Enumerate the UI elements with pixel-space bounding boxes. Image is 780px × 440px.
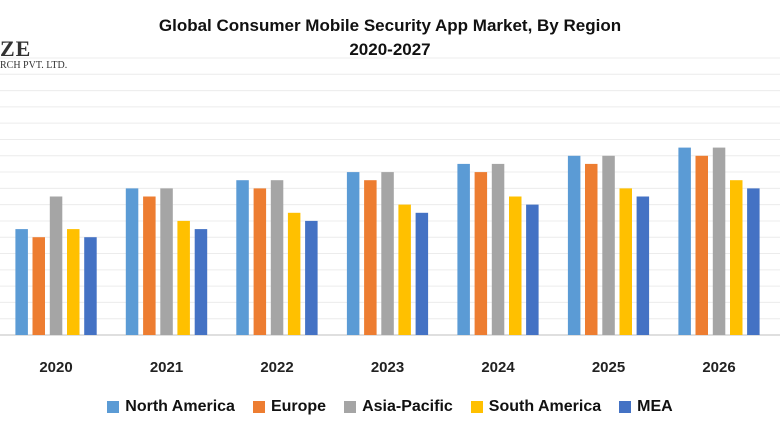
bar-south-america-2023 bbox=[398, 204, 411, 335]
legend-label: North America bbox=[125, 398, 235, 415]
bar-asia-pacific-2024 bbox=[491, 163, 505, 335]
legend-item: MEA bbox=[619, 398, 673, 416]
bar-europe-2026 bbox=[695, 155, 708, 335]
bar-north-america-2020 bbox=[15, 229, 28, 335]
legend-label: Asia-Pacific bbox=[362, 398, 453, 415]
bar-europe-2024 bbox=[474, 172, 488, 335]
bar-north-america-2021 bbox=[125, 188, 139, 335]
x-tick-label: 2026 bbox=[702, 359, 735, 376]
bar-north-america-2025 bbox=[567, 155, 581, 335]
x-tick-label: 2021 bbox=[150, 359, 183, 376]
bar-europe-2021 bbox=[143, 196, 156, 335]
legend-swatch bbox=[252, 401, 265, 413]
bar-mea-2026 bbox=[747, 188, 760, 335]
bar-mea-2022 bbox=[305, 220, 318, 335]
bar-asia-pacific-2022 bbox=[270, 180, 284, 335]
bar-europe-2020 bbox=[32, 237, 45, 335]
bar-mea-2023 bbox=[415, 212, 429, 335]
bar-mea-2024 bbox=[526, 204, 539, 335]
chart-legend: North America Europe Asia-Pacific South Ame… bbox=[0, 398, 780, 416]
bar-mea-2021 bbox=[194, 229, 208, 335]
legend-label: MEA bbox=[637, 398, 673, 415]
legend-item: Asia-Pacific bbox=[344, 398, 453, 416]
bar-north-america-2022 bbox=[236, 180, 249, 335]
x-tick-label: 2024 bbox=[481, 359, 515, 376]
bar-south-america-2026 bbox=[730, 180, 743, 335]
bar-mea-2020 bbox=[84, 237, 97, 335]
legend-label: Europe bbox=[270, 398, 327, 415]
bar-south-america-2020 bbox=[67, 229, 80, 335]
chart-title-line2: 2020-2027 bbox=[349, 40, 431, 59]
bar-north-america-2024 bbox=[457, 163, 470, 335]
legend-swatch bbox=[107, 401, 120, 413]
x-tick-label: 2025 bbox=[592, 359, 625, 376]
bar-south-america-2021 bbox=[177, 220, 190, 335]
bar-south-america-2025 bbox=[619, 188, 632, 335]
legend-item: North America bbox=[107, 398, 235, 416]
bar-south-america-2022 bbox=[287, 212, 301, 335]
bar-asia-pacific-2020 bbox=[49, 196, 63, 335]
bar-mea-2025 bbox=[636, 196, 650, 335]
bar-asia-pacific-2021 bbox=[160, 188, 173, 335]
legend-swatch bbox=[619, 401, 632, 413]
bar-asia-pacific-2023 bbox=[381, 172, 394, 335]
bar-north-america-2023 bbox=[346, 172, 360, 335]
x-tick-label: 2023 bbox=[371, 359, 404, 376]
bar-europe-2025 bbox=[585, 163, 598, 335]
bar-south-america-2024 bbox=[509, 196, 522, 335]
chart-title-line1: Global Consumer Mobile Security App Mark… bbox=[158, 16, 622, 35]
legend-swatch bbox=[470, 401, 483, 413]
bar-asia-pacific-2026 bbox=[712, 147, 726, 335]
x-tick-label: 2022 bbox=[260, 359, 293, 376]
x-tick-label: 2020 bbox=[39, 359, 72, 376]
logo-text-main: ZE bbox=[0, 36, 32, 61]
legend-item: Europe bbox=[252, 398, 327, 416]
logo-text-sub: RCH PVT. LTD. bbox=[0, 60, 68, 71]
legend-label: South America bbox=[488, 398, 602, 415]
legend-swatch bbox=[344, 401, 357, 413]
chart-title: Global Consumer Mobile Security App Mark… bbox=[0, 14, 780, 62]
company-logo: ZE RCH PVT. LTD. bbox=[0, 38, 67, 72]
bar-asia-pacific-2025 bbox=[602, 155, 615, 335]
bar-europe-2022 bbox=[253, 188, 267, 335]
bar-north-america-2026 bbox=[678, 147, 691, 335]
bar-europe-2023 bbox=[364, 180, 377, 335]
legend-item: South America bbox=[470, 398, 602, 416]
